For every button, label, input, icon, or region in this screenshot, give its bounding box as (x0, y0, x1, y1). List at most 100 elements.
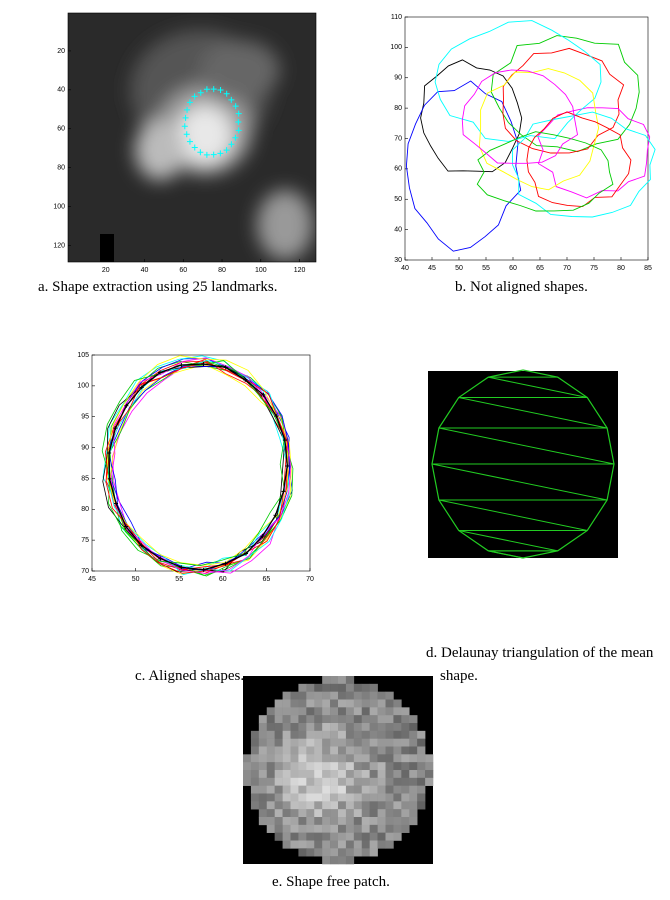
pixel (306, 825, 314, 833)
pixel (243, 762, 251, 770)
pixel (393, 700, 401, 708)
pixel (314, 841, 322, 849)
pixel (322, 794, 330, 802)
pixel (330, 817, 338, 825)
pixel (393, 786, 401, 794)
pixel (370, 833, 378, 841)
pixel (386, 707, 394, 715)
pixel (322, 731, 330, 739)
y-tick-label: 40 (394, 226, 402, 233)
pixel (338, 692, 346, 700)
x-tick-label: 70 (306, 576, 314, 583)
pixel (275, 770, 283, 778)
pixel (378, 809, 386, 817)
pixel (306, 754, 314, 762)
pixel (409, 739, 417, 747)
pixel (275, 707, 283, 715)
pixel (322, 786, 330, 794)
pixel (401, 731, 409, 739)
pixel (322, 770, 330, 778)
pixel (346, 856, 354, 864)
pixel (393, 794, 401, 802)
pixel (362, 715, 370, 723)
contour (421, 60, 522, 172)
pixel (393, 754, 401, 762)
pixel (330, 676, 338, 684)
pixel (322, 707, 330, 715)
pixel (370, 692, 378, 700)
pixel (386, 801, 394, 809)
pixel (322, 723, 330, 731)
pixel (322, 700, 330, 708)
pixel (354, 731, 362, 739)
pixel (283, 770, 291, 778)
pixel (378, 825, 386, 833)
pixel (330, 825, 338, 833)
pixel (298, 754, 306, 762)
pixel (370, 801, 378, 809)
pixel (275, 817, 283, 825)
pixel (267, 747, 275, 755)
pixel (346, 739, 354, 747)
pixel (386, 723, 394, 731)
pixel (370, 817, 378, 825)
pixel (330, 754, 338, 762)
y-tick-label: 75 (81, 537, 89, 544)
pixel (409, 731, 417, 739)
pixel (251, 739, 259, 747)
pixel (386, 786, 394, 794)
pixel (306, 841, 314, 849)
pixel (425, 762, 433, 770)
pixel (354, 778, 362, 786)
x-tick-label: 60 (219, 576, 227, 583)
contour (527, 112, 631, 207)
pixel (267, 739, 275, 747)
pixel (267, 786, 275, 794)
pixel (370, 739, 378, 747)
pixel (354, 841, 362, 849)
pixel (417, 739, 425, 747)
pixel (370, 747, 378, 755)
pixel (251, 747, 259, 755)
pixel (378, 770, 386, 778)
pixel (354, 762, 362, 770)
pixel (346, 707, 354, 715)
pixel (298, 739, 306, 747)
pixel (306, 817, 314, 825)
x-tick-label: 40 (401, 265, 409, 272)
pixel (259, 715, 267, 723)
pixel (306, 692, 314, 700)
pixel (322, 825, 330, 833)
pixel (306, 801, 314, 809)
pixel (322, 809, 330, 817)
pixel (330, 833, 338, 841)
caption: e. Shape free patch. (272, 874, 390, 891)
pixel (346, 684, 354, 692)
pixel (275, 747, 283, 755)
pixel (251, 786, 259, 794)
y-tick-label: 90 (394, 75, 402, 82)
pixel (322, 762, 330, 770)
pixel (298, 825, 306, 833)
pixel (401, 739, 409, 747)
pixel (386, 692, 394, 700)
pixel (378, 786, 386, 794)
contour (462, 70, 577, 163)
pixel (259, 778, 267, 786)
pixel (283, 707, 291, 715)
pixel (298, 848, 306, 856)
pixel (409, 778, 417, 786)
pixel (291, 700, 299, 708)
pixel (417, 786, 425, 794)
pixel (386, 833, 394, 841)
pixel (306, 762, 314, 770)
pixel (354, 715, 362, 723)
pixel (346, 700, 354, 708)
pixel (378, 754, 386, 762)
y-tick-label: 80 (57, 164, 65, 171)
pixel (393, 715, 401, 723)
pixel (283, 825, 291, 833)
pixel (259, 794, 267, 802)
pixel (291, 707, 299, 715)
pixel (291, 770, 299, 778)
